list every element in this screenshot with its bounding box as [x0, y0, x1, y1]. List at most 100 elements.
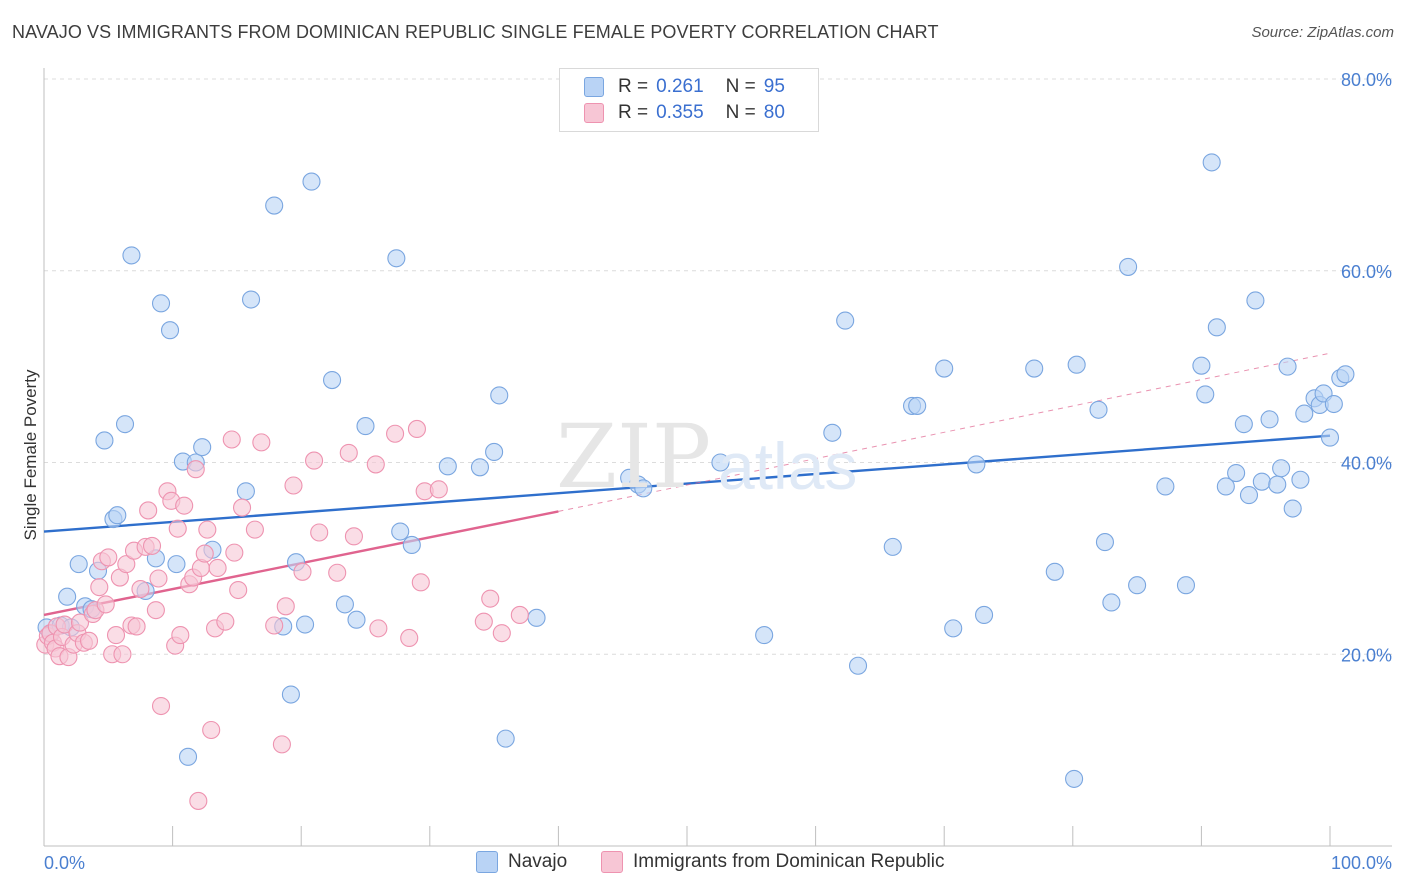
dominican-point [117, 555, 136, 574]
navajo-point [1227, 463, 1246, 483]
chart-title: NAVAJO VS IMMIGRANTS FROM DOMINICAN REPU… [12, 22, 939, 42]
navajo-point [1336, 365, 1355, 384]
dominican-trend-extension [558, 352, 1331, 512]
navajo-point [1067, 355, 1086, 374]
legend-swatch-navajo [584, 77, 604, 97]
navajo-point [193, 438, 212, 457]
navajo-point [823, 423, 842, 442]
navajo-point [1045, 562, 1064, 581]
dominican-point [492, 624, 511, 643]
dominican-point [106, 626, 126, 645]
watermark-zip: ZIP [556, 405, 711, 508]
x-tick-label-max: 100.0% [1331, 853, 1392, 873]
legend-row-navajo: R = 0.261 N = 95 [584, 75, 785, 99]
dominican-point [198, 520, 217, 539]
axes [43, 68, 1392, 847]
dominican-point [411, 573, 430, 592]
dominican-point [139, 501, 158, 520]
navajo-point [836, 311, 855, 330]
navajo-point [265, 196, 284, 215]
legend-r-value: 0.355 [656, 102, 704, 123]
navajo-point [1272, 459, 1291, 478]
dominican-point [429, 480, 448, 499]
navajo-trend-line [43, 434, 1331, 533]
dominican-point [202, 720, 221, 740]
navajo-point [1207, 318, 1226, 337]
dominican-point [284, 476, 303, 495]
navajo-point [944, 619, 963, 638]
navajo-point [1295, 404, 1314, 423]
dominican-point [189, 791, 208, 810]
navajo-point [108, 506, 127, 525]
x-tick-label-min: 0.0% [44, 853, 85, 873]
legend-n-label: N = [725, 76, 756, 97]
dominican-point [232, 498, 252, 517]
navajo-point [1291, 470, 1310, 489]
navajo-point [490, 386, 509, 405]
navajo-point [1234, 415, 1253, 434]
navajo-point [1246, 291, 1265, 310]
y-tick-label: 80.0% [1341, 70, 1392, 90]
navajo-point [1320, 428, 1340, 447]
y-tick-label: 60.0% [1341, 262, 1392, 282]
dominican-point [310, 523, 329, 542]
navajo-point [883, 537, 902, 556]
navajo-point [485, 442, 504, 462]
navajo-point [848, 656, 868, 675]
dominican-point [481, 589, 500, 608]
navajo-point [1089, 400, 1108, 419]
navajo-point [1202, 153, 1221, 172]
grid-lines [44, 78, 1392, 655]
navajo-point [496, 729, 515, 748]
navajo-point [95, 431, 114, 450]
dominican-point [171, 626, 190, 645]
navajo-point [281, 685, 300, 704]
y-tick-label: 40.0% [1341, 454, 1392, 474]
dominican-point [99, 548, 118, 567]
dominican-point [510, 605, 529, 624]
dominican-point [79, 631, 99, 650]
navajo-point [908, 396, 927, 415]
series-label-navajo: Navajo [508, 851, 568, 872]
legend-n-label: N = [725, 102, 756, 123]
navajo-point [1156, 477, 1175, 496]
dominican-point [229, 580, 248, 600]
navajo-point [975, 605, 994, 624]
dominican-point [369, 619, 388, 638]
navajo-point [1196, 385, 1215, 404]
dominican-point [216, 612, 235, 631]
y-tick-label: 20.0% [1341, 645, 1392, 665]
dominican-point [474, 612, 493, 631]
dominican-point [149, 569, 168, 588]
dominican-point [407, 419, 426, 438]
series-swatch-navajo [476, 851, 498, 873]
navajo-point [69, 555, 88, 574]
legend-r-label: R = [618, 76, 649, 97]
navajo-point [1025, 359, 1044, 378]
dominican-point [305, 451, 324, 470]
navajo-point [1252, 472, 1271, 491]
series-label-dominican: Immigrants from Dominican Republic [633, 851, 945, 872]
navajo-point [1283, 499, 1302, 518]
navajo-point [1119, 257, 1138, 276]
navajo-point [967, 455, 986, 474]
legend-row-dominican: R = 0.355 N = 80 [584, 101, 785, 125]
watermark: ZIP atlas [556, 405, 857, 508]
data-points [36, 153, 1355, 810]
y-axis-label: Single Female Poverty [21, 369, 40, 541]
navajo-point [236, 482, 255, 501]
dominican-point [96, 595, 115, 614]
navajo-point [402, 535, 421, 555]
navajo-point [527, 608, 546, 627]
navajo-point [1278, 357, 1297, 376]
dominican-point [113, 645, 132, 664]
dominican-point [208, 558, 227, 578]
navajo-point [391, 522, 410, 541]
navajo-point [167, 555, 186, 574]
navajo-point [1065, 769, 1084, 788]
series-legend: Navajo Immigrants from Dominican Republi… [0, 851, 1406, 877]
navajo-point [1216, 477, 1235, 496]
dominican-point [400, 628, 419, 648]
dominican-point [328, 563, 347, 582]
dominican-point [131, 580, 150, 599]
